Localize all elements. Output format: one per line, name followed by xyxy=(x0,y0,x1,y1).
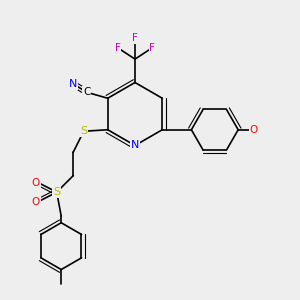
Text: N: N xyxy=(69,79,77,89)
Text: F: F xyxy=(132,33,138,43)
Text: F: F xyxy=(149,43,155,53)
Text: C: C xyxy=(83,87,90,97)
Text: S: S xyxy=(80,126,87,136)
Text: F: F xyxy=(115,43,121,53)
Text: O: O xyxy=(32,197,40,207)
Text: S: S xyxy=(53,187,60,197)
Text: N: N xyxy=(131,140,139,151)
Text: O: O xyxy=(32,178,40,188)
Text: O: O xyxy=(250,125,258,135)
